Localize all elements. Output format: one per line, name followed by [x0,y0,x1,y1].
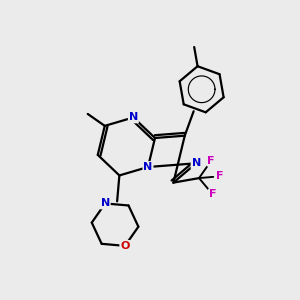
Text: F: F [209,189,217,200]
Text: F: F [217,171,224,181]
Text: N: N [100,198,110,208]
Text: N: N [129,112,138,122]
Text: N: N [191,158,201,168]
Text: O: O [120,241,130,251]
Text: F: F [208,156,215,166]
Text: N: N [143,162,153,172]
